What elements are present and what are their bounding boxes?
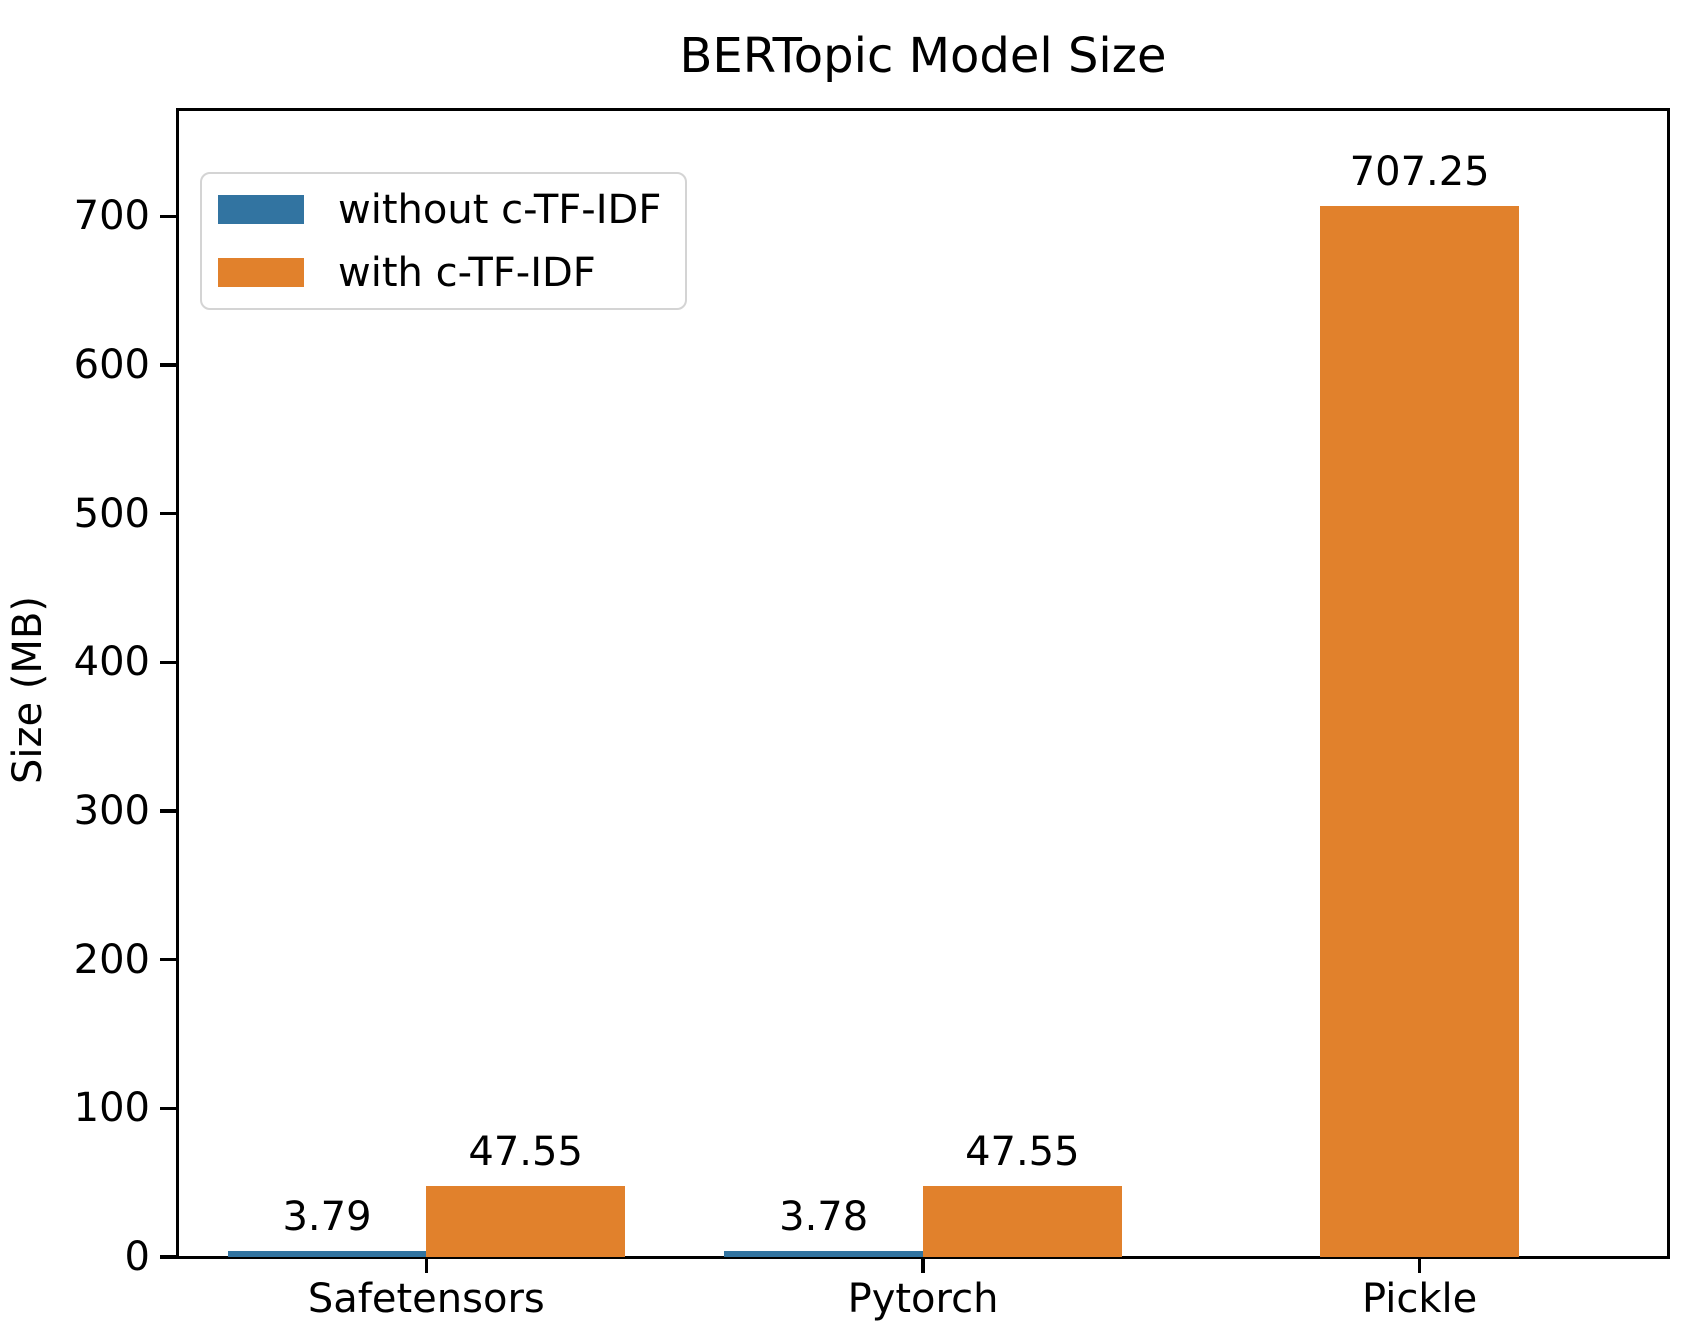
y-tick-mark-400 bbox=[160, 660, 177, 665]
bar-value-label-safetensors-without-c-tf-idf: 3.79 bbox=[282, 1194, 372, 1241]
legend-swatch-with-ctfidf-icon bbox=[218, 258, 304, 287]
y-tick-mark-100 bbox=[160, 1106, 177, 1111]
y-tick-label-0: 0 bbox=[124, 1234, 150, 1280]
legend-label-without-ctfidf: without c-TF-IDF bbox=[338, 186, 662, 233]
y-tick-label-700: 700 bbox=[73, 193, 150, 240]
y-tick-label-500: 500 bbox=[73, 490, 150, 537]
x-tick-label-pickle: Pickle bbox=[1362, 1276, 1478, 1322]
bar-safetensors-with-c-tf-idf bbox=[426, 1186, 625, 1257]
y-tick-mark-300 bbox=[160, 809, 177, 813]
y-tick-mark-0 bbox=[160, 1255, 177, 1259]
y-tick-mark-500 bbox=[160, 511, 177, 516]
bar-value-label-safetensors-with-c-tf-idf: 47.55 bbox=[468, 1129, 583, 1176]
y-tick-mark-700 bbox=[160, 214, 177, 219]
y-tick-mark-600 bbox=[160, 363, 177, 367]
x-tick-mark-pickle bbox=[1417, 1258, 1422, 1273]
bar-pickle-with-c-tf-idf bbox=[1320, 205, 1519, 1257]
legend-swatch-without-ctfidf-icon bbox=[218, 195, 304, 224]
y-axis-label: Size (MB) bbox=[5, 596, 51, 784]
y-tick-label-300: 300 bbox=[73, 787, 150, 834]
legend: without c-TF-IDF with c-TF-IDF bbox=[200, 172, 687, 310]
bar-value-label-pytorch-without-c-tf-idf: 3.78 bbox=[779, 1194, 869, 1241]
legend-entry-with-ctfidf: with c-TF-IDF bbox=[218, 250, 685, 296]
chart-title: BERTopic Model Size bbox=[679, 28, 1167, 84]
legend-label-with-ctfidf: with c-TF-IDF bbox=[338, 249, 596, 296]
x-tick-mark-safetensors bbox=[424, 1258, 429, 1273]
x-tick-label-pytorch: Pytorch bbox=[847, 1276, 999, 1322]
legend-entry-without-ctfidf: without c-TF-IDF bbox=[218, 187, 685, 233]
y-tick-label-400: 400 bbox=[73, 639, 150, 686]
x-tick-label-safetensors: Safetensors bbox=[307, 1276, 545, 1322]
bar-value-label-pickle-with-c-tf-idf: 707.25 bbox=[1349, 148, 1490, 195]
bar-pytorch-without-c-tf-idf bbox=[724, 1251, 923, 1257]
y-tick-label-600: 600 bbox=[73, 341, 150, 388]
y-tick-label-200: 200 bbox=[73, 936, 150, 983]
y-tick-mark-200 bbox=[160, 957, 177, 962]
y-tick-label-100: 100 bbox=[73, 1085, 150, 1132]
bar-pytorch-with-c-tf-idf bbox=[923, 1186, 1122, 1257]
bar-safetensors-without-c-tf-idf bbox=[227, 1251, 427, 1257]
bar-value-label-pytorch-with-c-tf-idf: 47.55 bbox=[965, 1129, 1080, 1176]
x-tick-mark-pytorch bbox=[921, 1258, 925, 1273]
